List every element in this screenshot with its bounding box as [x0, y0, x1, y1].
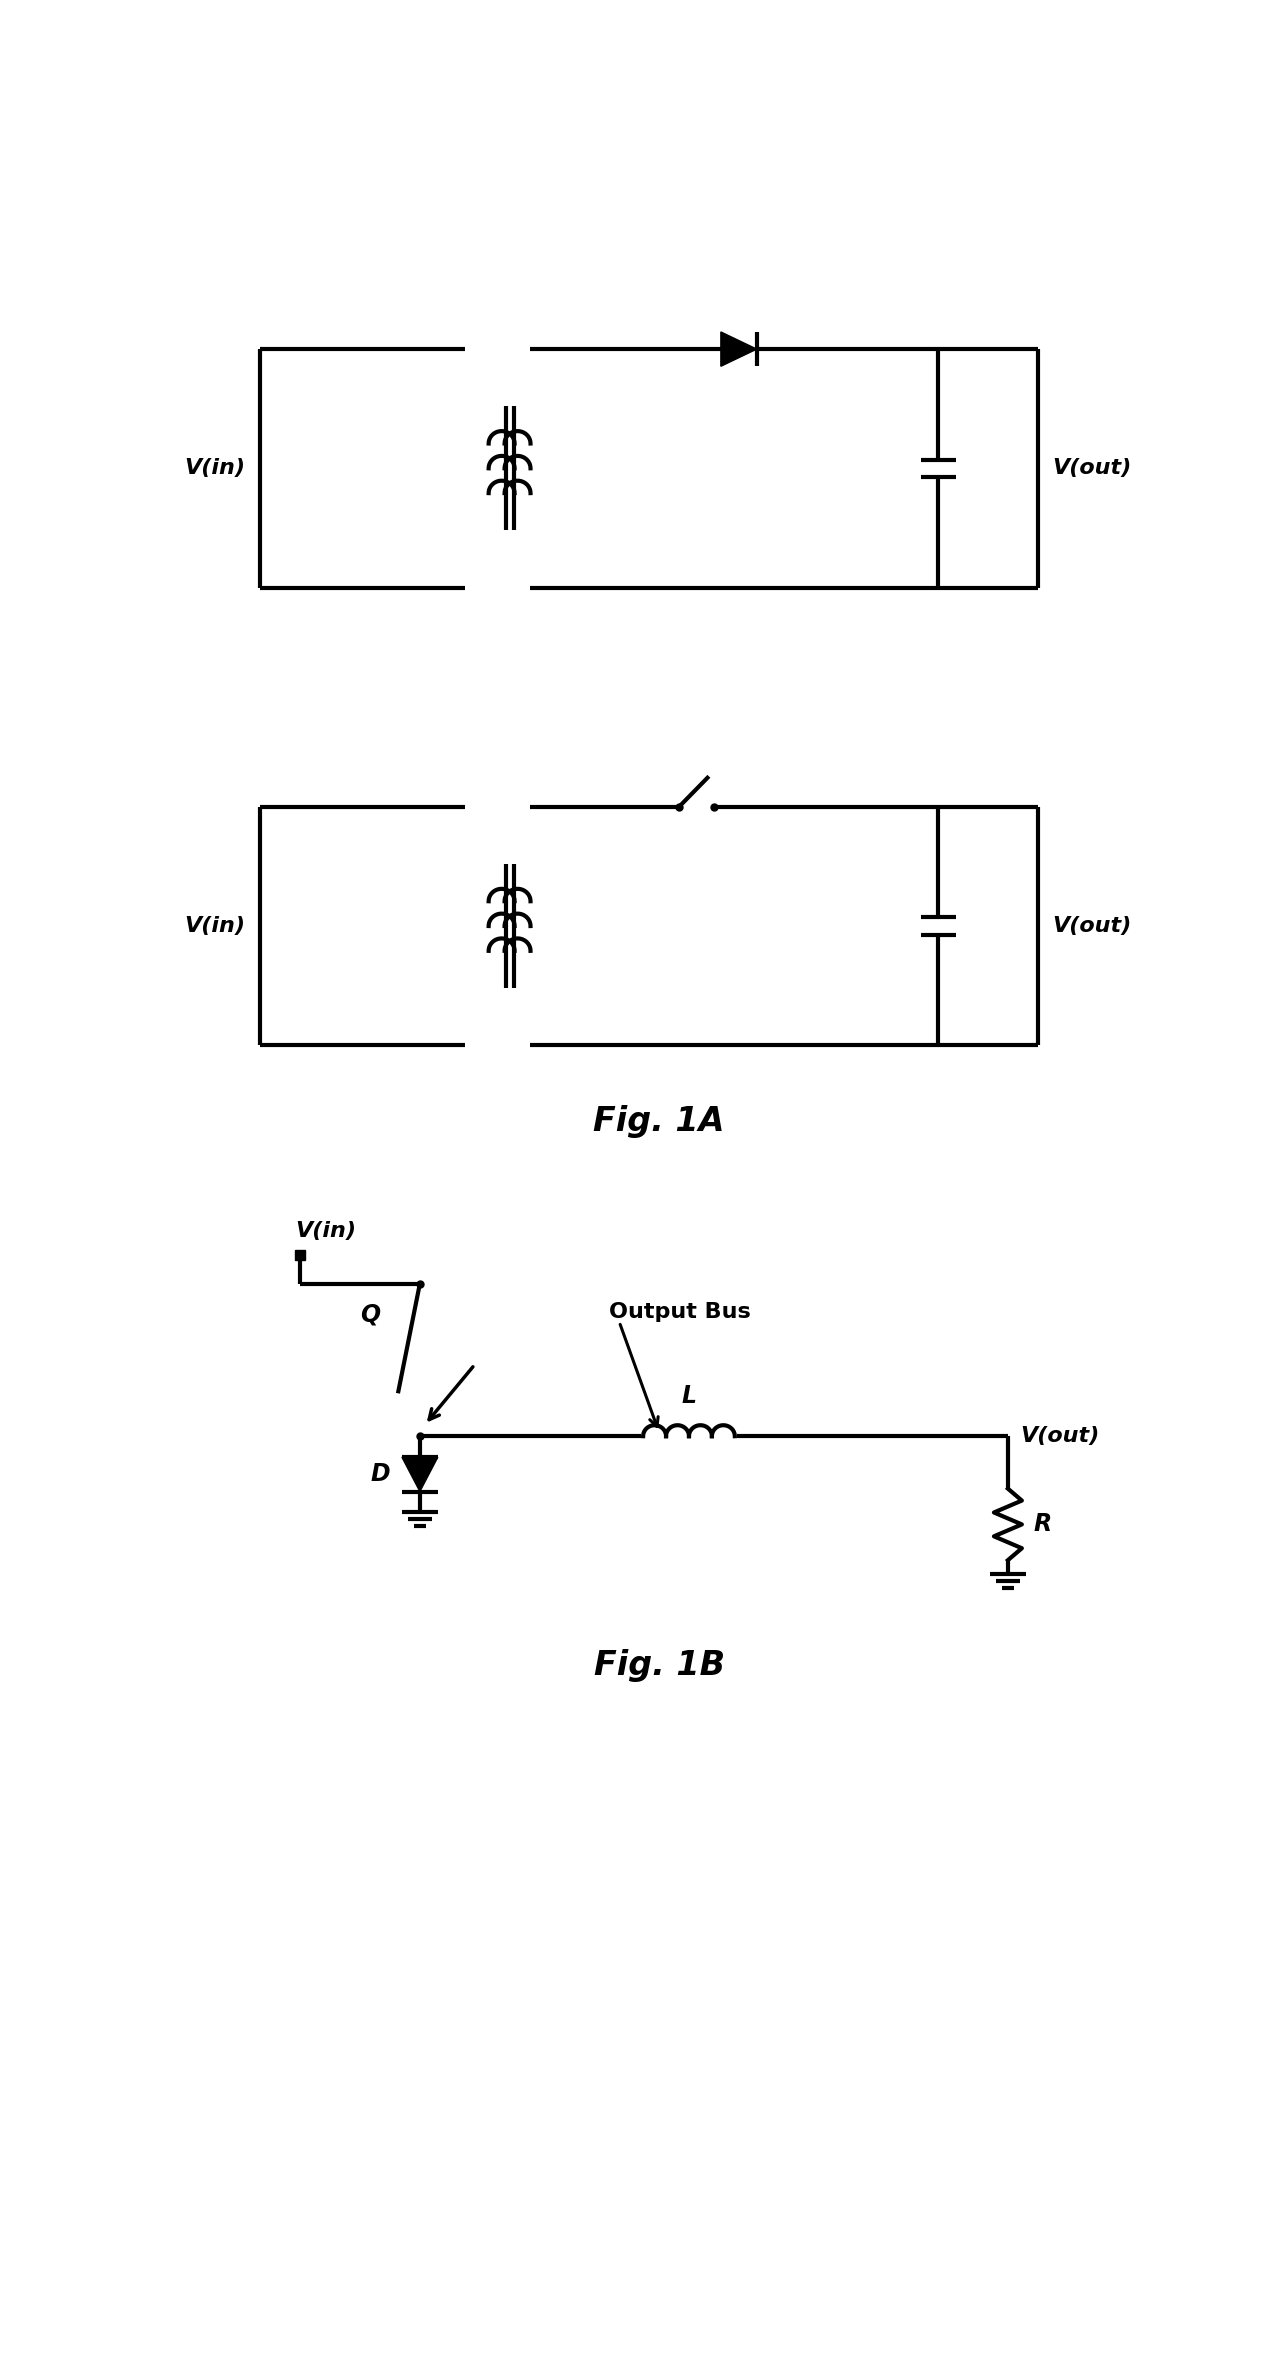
Text: V(out): V(out): [1053, 915, 1132, 936]
Text: V(out): V(out): [1020, 1426, 1100, 1447]
Text: Fig. 1B: Fig. 1B: [594, 1649, 724, 1682]
Text: Fig. 1A: Fig. 1A: [593, 1106, 725, 1139]
Text: V(in): V(in): [296, 1221, 356, 1240]
Text: L: L: [682, 1384, 697, 1407]
Text: Output Bus: Output Bus: [610, 1301, 751, 1322]
Text: V(in): V(in): [184, 459, 246, 478]
Text: V(in): V(in): [184, 915, 246, 936]
Text: V(out): V(out): [1053, 459, 1132, 478]
Polygon shape: [721, 332, 756, 367]
Text: Q: Q: [360, 1304, 381, 1327]
Text: D: D: [370, 1461, 390, 1487]
Text: R: R: [1034, 1513, 1052, 1537]
Polygon shape: [403, 1457, 437, 1492]
